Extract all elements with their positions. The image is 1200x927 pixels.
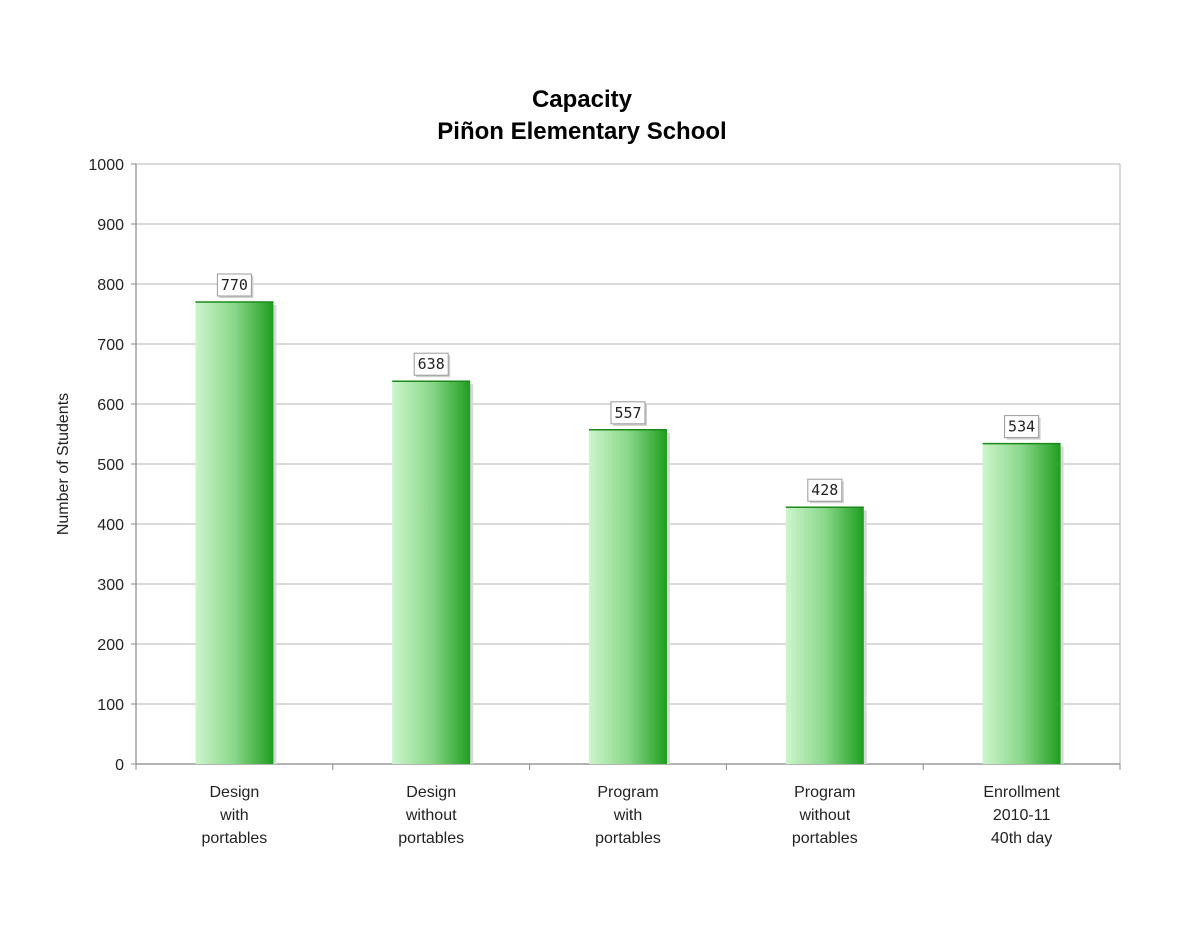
x-category-label: portables [201, 830, 267, 847]
data-label: 770 [221, 276, 248, 294]
y-tick-label: 500 [97, 457, 124, 474]
y-tick-label: 100 [97, 697, 124, 714]
labels: 770 Design with portables 638 Design without po… [201, 273, 1060, 847]
x-category-label: Program [597, 784, 658, 801]
x-category-label: Design [209, 784, 259, 801]
data-label: 638 [418, 355, 445, 373]
chart-subtitle: Piñon Elementary School [437, 118, 726, 145]
data-label-box [1004, 415, 1040, 439]
bar [982, 443, 1061, 764]
y-tick-label: 1000 [88, 157, 124, 174]
x-category-label: portables [398, 830, 464, 847]
y-tick-label: 300 [97, 577, 124, 594]
data-label: 428 [811, 481, 838, 499]
bars [195, 301, 1064, 764]
x-category-label: with [613, 807, 642, 824]
x-category-label: without [405, 807, 457, 824]
data-label: 534 [1008, 418, 1035, 436]
bar [195, 302, 274, 764]
bar [785, 507, 864, 764]
y-axis-title: Number of Students [55, 393, 72, 535]
y-tick-label: 200 [97, 637, 124, 654]
x-category-label: Program [794, 784, 855, 801]
bar [589, 429, 667, 764]
y-tick-label: 0 [115, 757, 124, 774]
data-label-box [610, 401, 646, 425]
data-label: 557 [614, 404, 641, 422]
x-category-label: 40th day [991, 830, 1052, 847]
x-category-label: without [798, 807, 850, 824]
x-category-label: Design [406, 784, 456, 801]
x-category-label: with [219, 807, 248, 824]
data-label-box [413, 352, 449, 376]
y-tick-label: 800 [97, 277, 124, 294]
chart-title: Capacity [532, 86, 633, 113]
axes: 0 100 200 300 400 500 600 700 800 900 1000 [88, 157, 1121, 774]
y-tick-label: 400 [97, 517, 124, 534]
x-category-label: Enrollment [983, 784, 1060, 801]
x-category-label: portables [792, 830, 858, 847]
y-tick-label: 600 [97, 397, 124, 414]
x-category-label: 2010-11 [993, 807, 1051, 824]
y-tick-label: 700 [97, 337, 124, 354]
data-label-box [216, 273, 252, 297]
bar [392, 381, 471, 764]
data-label-box [807, 478, 843, 502]
x-category-label: portables [595, 830, 661, 847]
y-tick-label: 900 [97, 217, 124, 234]
